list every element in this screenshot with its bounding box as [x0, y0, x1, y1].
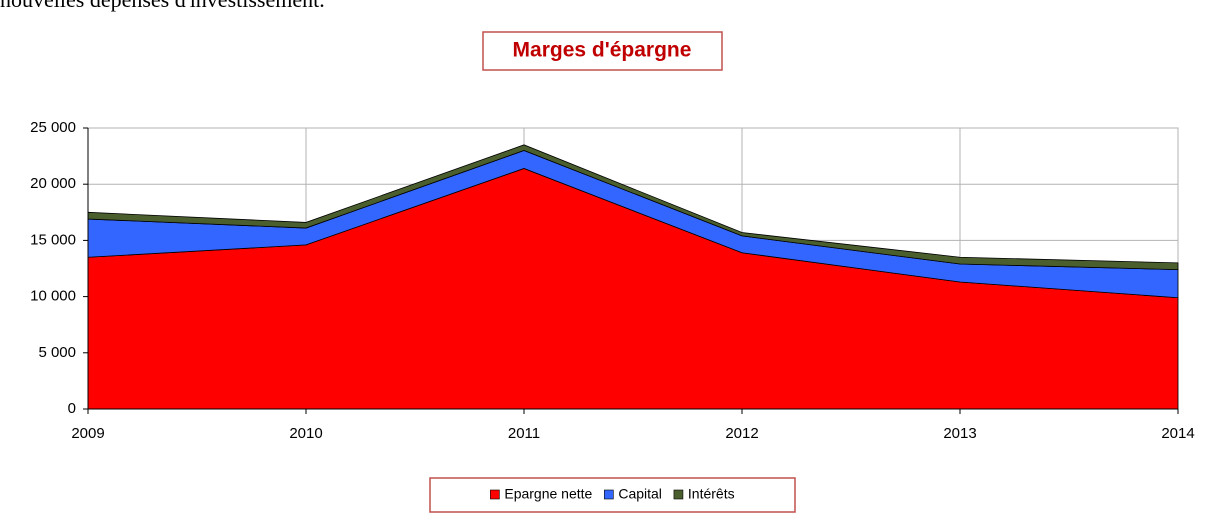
x-tick-label: 2011 [508, 425, 540, 442]
y-tick-label: 20 000 [30, 175, 76, 192]
legend-label: Intérêts [688, 486, 735, 502]
x-tick-label: 2009 [71, 425, 104, 442]
legend-label: Epargne nette [504, 486, 592, 502]
title-box [482, 31, 723, 71]
legend-swatch [673, 489, 684, 500]
x-tick-label: 2013 [943, 425, 976, 442]
legend-swatch [490, 489, 500, 500]
y-tick-label: 0 [68, 400, 76, 417]
legend-label: Capital [618, 486, 662, 502]
intro-text: nouvelles dépenses d'investissement. [0, 0, 325, 12]
x-tick-label: 2014 [1161, 425, 1194, 442]
area [87, 144, 1179, 271]
y-tick-label: 10 000 [30, 288, 76, 305]
y-tick-label: 25 000 [30, 119, 76, 136]
legend-swatch [604, 489, 614, 500]
chart-title: Marges d'épargne [513, 39, 692, 62]
x-tick-label: 2010 [289, 425, 322, 442]
y-tick-label: 5 000 [38, 344, 76, 361]
y-tick-label: 15 000 [30, 231, 76, 248]
x-tick-label: 2012 [725, 425, 758, 442]
